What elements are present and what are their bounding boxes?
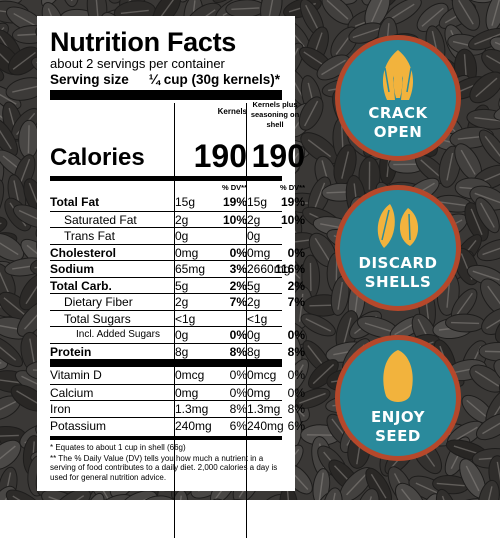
nutrient-name: Protein (50, 345, 91, 359)
dv-seasoned: 10% (247, 213, 305, 227)
dv-seasoned: 0% (247, 386, 305, 400)
calories-kernels: 190 (175, 138, 247, 175)
dv-seasoned: 0% (247, 368, 305, 382)
dv-kernels: 7% (175, 295, 247, 309)
dv-header-kernels: % DV** (175, 183, 247, 192)
badge-2-line1: DISCARD (340, 254, 456, 273)
serving-size-row: Serving size ¼ cup (30g kernels)* (50, 72, 282, 88)
dv-kernels: 0% (175, 368, 247, 382)
shell-halves-icon (370, 200, 430, 250)
kernels-header: Kernels (172, 107, 247, 116)
nutrient-name: Sodium (50, 262, 94, 276)
amount-kernels: 0g (175, 229, 188, 243)
nutrient-name: Saturated Fat (64, 213, 137, 227)
badge-1-line1: CRACK (340, 104, 456, 123)
dv-seasoned: 116% (247, 262, 305, 276)
nutrient-name: Incl. Added Sugars (76, 329, 160, 340)
badge-crack-open: CRACK OPEN (335, 35, 461, 161)
nutrient-name: Total Carb. (50, 279, 112, 293)
calories-row: Calories 190 190 (50, 138, 282, 176)
nutrient-name: Total Sugars (64, 312, 131, 326)
nutrient-name: Iron (50, 402, 71, 416)
dv-seasoned: 6% (247, 419, 305, 433)
calories-seasoned: 190 (247, 138, 305, 175)
dv-seasoned: 8% (247, 345, 305, 359)
dv-seasoned: 0% (247, 246, 305, 260)
dv-seasoned: 2% (247, 279, 305, 293)
dv-header-seasoned: % DV** (247, 183, 305, 192)
badge-3-text: ENJOY SEED (340, 408, 456, 446)
thick-divider (50, 90, 282, 100)
nutrient-name: Calcium (50, 386, 93, 400)
kernels-seasoning-header: Kernels plus seasoning on shell (245, 100, 305, 130)
nutrient-name: Total Fat (50, 195, 99, 209)
calories-label: Calories (50, 144, 145, 172)
badge-enjoy-seed: ENJOY SEED (335, 335, 461, 461)
serving-size-label: Serving size (50, 72, 129, 88)
dv-kernels: 0% (175, 246, 247, 260)
amount-kernels: <1g (175, 312, 195, 326)
amount-seasoned: <1g (247, 312, 267, 326)
dv-kernels: 10% (175, 213, 247, 227)
column-headers: Kernels Kernels plus seasoning on shell (50, 100, 282, 138)
dv-kernels: 3% (175, 262, 247, 276)
badge-3-line2: SEED (340, 427, 456, 446)
dv-kernels: 19% (175, 195, 247, 209)
dv-kernels: 0% (175, 386, 247, 400)
badge-1-text: CRACK OPEN (340, 104, 456, 142)
nutrition-facts-title: Nutrition Facts (50, 28, 282, 56)
dv-header-row: % DV** % DV** (50, 181, 282, 194)
nutrient-row: Trans Fat 0g 0g (50, 227, 282, 244)
dv-kernels: 6% (175, 419, 247, 433)
nutrient-name: Cholesterol (50, 246, 116, 260)
amount-seasoned: 0g (247, 229, 260, 243)
nutrient-name: Dietary Fiber (64, 295, 133, 309)
dv-kernels: 0% (175, 328, 247, 342)
dv-seasoned: 19% (247, 195, 305, 209)
nutrient-name: Trans Fat (64, 229, 115, 243)
dv-seasoned: 7% (247, 295, 305, 309)
dv-seasoned: 0% (247, 328, 305, 342)
badge-3-line1: ENJOY (340, 408, 456, 427)
servings-per-container: about 2 servings per container (50, 56, 282, 72)
dv-kernels: 8% (175, 402, 247, 416)
nutrition-facts-label: Nutrition Facts about 2 servings per con… (37, 16, 295, 491)
badge-1-line2: OPEN (340, 123, 456, 142)
dv-seasoned: 8% (247, 402, 305, 416)
badge-2-line2: SHELLS (340, 273, 456, 292)
cracked-seed-icon (373, 48, 423, 104)
dv-kernels: 8% (175, 345, 247, 359)
dv-kernels: 2% (175, 279, 247, 293)
serving-size-value: ¼ cup (30g kernels)* (149, 72, 280, 88)
badge-discard-shells: DISCARD SHELLS (335, 185, 461, 311)
badge-2-text: DISCARD SHELLS (340, 254, 456, 292)
nutrient-row: Total Sugars <1g <1g (50, 310, 282, 327)
nutrient-name: Vitamin D (50, 368, 102, 382)
nutrient-name: Potassium (50, 419, 106, 433)
seed-kernel-icon (378, 348, 418, 408)
